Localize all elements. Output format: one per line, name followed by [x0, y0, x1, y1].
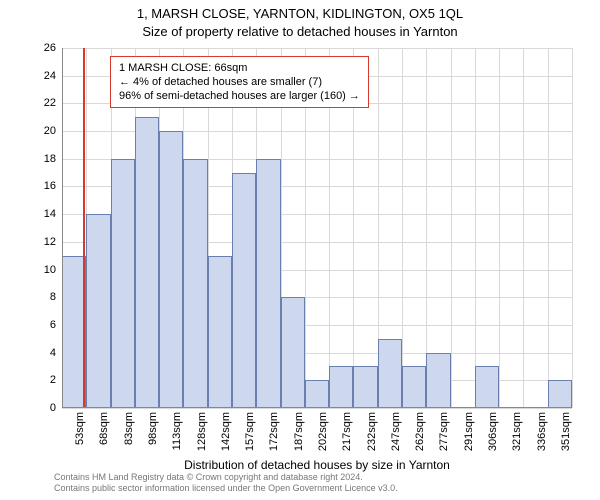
bar	[475, 366, 499, 408]
y-tick: 4	[16, 347, 56, 359]
bar	[402, 366, 426, 408]
y-tick: 18	[16, 153, 56, 165]
annotation-line: 1 MARSH CLOSE: 66sqm	[119, 61, 360, 75]
bar	[378, 339, 402, 408]
bar	[329, 366, 353, 408]
attribution-line1: Contains HM Land Registry data © Crown c…	[54, 472, 398, 483]
y-tick: 6	[16, 319, 56, 331]
x-axis-label: Distribution of detached houses by size …	[62, 458, 572, 472]
grid-h	[62, 408, 572, 409]
page-title-line2: Size of property relative to detached ho…	[0, 24, 600, 39]
y-tick: 0	[16, 402, 56, 414]
y-tick: 26	[16, 42, 56, 54]
bar	[256, 159, 280, 408]
chart-root: 1, MARSH CLOSE, YARNTON, KIDLINGTON, OX5…	[0, 0, 600, 500]
y-tick: 12	[16, 236, 56, 248]
annotation-box: 1 MARSH CLOSE: 66sqm← 4% of detached hou…	[110, 56, 369, 108]
y-tick: 14	[16, 208, 56, 220]
annotation-line: ← 4% of detached houses are smaller (7)	[119, 75, 360, 89]
bar	[281, 297, 305, 408]
grid-v	[572, 48, 573, 408]
bar	[86, 214, 110, 408]
reference-line	[83, 48, 85, 408]
annotation-line: 96% of semi-detached houses are larger (…	[119, 89, 360, 103]
bar	[305, 380, 329, 408]
y-tick: 24	[16, 70, 56, 82]
bar	[548, 380, 572, 408]
bar	[353, 366, 377, 408]
bar	[232, 173, 256, 408]
bar	[135, 117, 159, 408]
bar	[111, 159, 135, 408]
y-tick: 20	[16, 125, 56, 137]
y-tick: 8	[16, 291, 56, 303]
page-title-line1: 1, MARSH CLOSE, YARNTON, KIDLINGTON, OX5…	[0, 6, 600, 21]
attribution-line2: Contains public sector information licen…	[54, 483, 398, 494]
bar	[208, 256, 232, 408]
y-tick: 2	[16, 374, 56, 386]
y-tick: 10	[16, 264, 56, 276]
y-tick: 16	[16, 180, 56, 192]
bar	[183, 159, 207, 408]
bar	[159, 131, 183, 408]
y-tick: 22	[16, 97, 56, 109]
attribution: Contains HM Land Registry data © Crown c…	[54, 472, 398, 494]
bar	[426, 353, 450, 408]
